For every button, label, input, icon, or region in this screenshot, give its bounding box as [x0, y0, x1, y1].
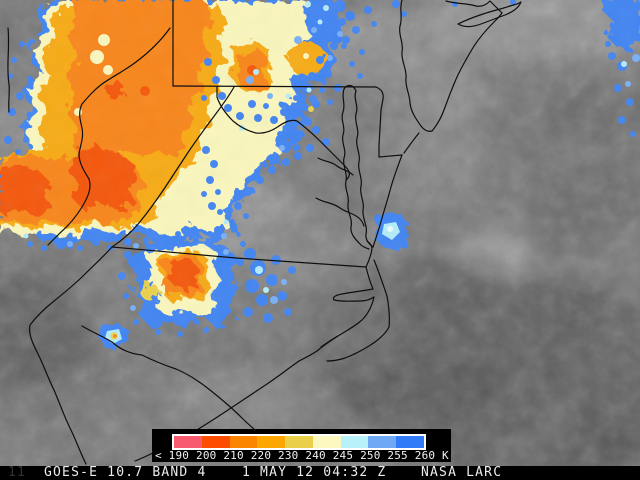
chesapeake-east-shore — [354, 90, 374, 248]
colorbar-segment — [174, 436, 202, 448]
boundary-de-south — [378, 154, 403, 158]
colorbar-tick-label: 210 — [223, 449, 244, 462]
corner-mark: 11 — [8, 465, 27, 480]
nj-atlantic-coast — [431, 12, 503, 132]
datetime-label: 1 MAY 12 04:32 Z — [242, 465, 387, 480]
rappahannock-river — [317, 157, 354, 176]
chesapeake-north-tip — [343, 84, 357, 92]
va-beach-hook — [365, 240, 373, 268]
boundary-tn-nc-ga — [28, 246, 113, 465]
delaware-river-nj — [398, 0, 433, 132]
colorbar-segment — [257, 436, 286, 448]
product-label: GOES-E 10.7 BAND 4 — [44, 465, 207, 480]
colorbar: < 190 200 210 220 230 240 245 250 255 260 K — [152, 429, 451, 462]
boundary-left-river — [7, 27, 10, 113]
colorbar-segment — [368, 436, 397, 448]
colorbar-tick-label: 240 — [305, 449, 326, 462]
colorbar-labels: < 190 200 210 220 230 240 245 250 255 260 K — [155, 450, 449, 461]
colorbar-segment — [396, 436, 425, 448]
colorbar-segment — [229, 436, 258, 448]
colorbar-tick-label: 220 — [250, 449, 272, 462]
colorbar-tick-label: 245 — [332, 449, 354, 462]
albemarle-sound — [332, 266, 375, 302]
colorbar-tick-label: 230 — [278, 449, 299, 462]
boundary-va-nc — [111, 246, 367, 268]
annotation-strip: 11 GOES-E 10.7 BAND 4 1 MAY 12 04:32 Z N… — [0, 466, 640, 480]
james-river — [315, 197, 365, 227]
colorbar-tick-label: < 190 — [155, 449, 190, 462]
boundary-de-west — [375, 86, 384, 158]
colorbar-tick-label: 250 — [360, 449, 381, 462]
outer-banks — [326, 259, 390, 362]
colorbar-tick-label: 260 K — [414, 449, 449, 462]
credit-label: NASA LARC — [421, 465, 503, 480]
neuse-river — [320, 335, 339, 348]
boundary-ohio-river — [47, 27, 171, 246]
ct-shore — [445, 0, 491, 7]
colorbar-tick-label: 200 — [196, 449, 217, 462]
boundary-wv-panhandle-potomac — [216, 86, 350, 181]
delaware-bay-west — [403, 132, 420, 154]
colorbar-segment — [340, 436, 369, 448]
boundary-wv-va — [111, 86, 235, 248]
ny-harbor — [489, 0, 503, 14]
colorbar-segment — [312, 436, 341, 448]
colorbar-segment — [201, 436, 230, 448]
colorbar-gradient — [172, 434, 426, 450]
long-island — [457, 1, 522, 28]
boundary-mason-dixon — [172, 85, 377, 88]
colorbar-tick-label: 255 — [387, 449, 408, 462]
chesapeake-west-shore — [341, 88, 370, 250]
delmarva-atlantic-coast — [372, 154, 403, 248]
colorbar-segment — [285, 436, 313, 448]
